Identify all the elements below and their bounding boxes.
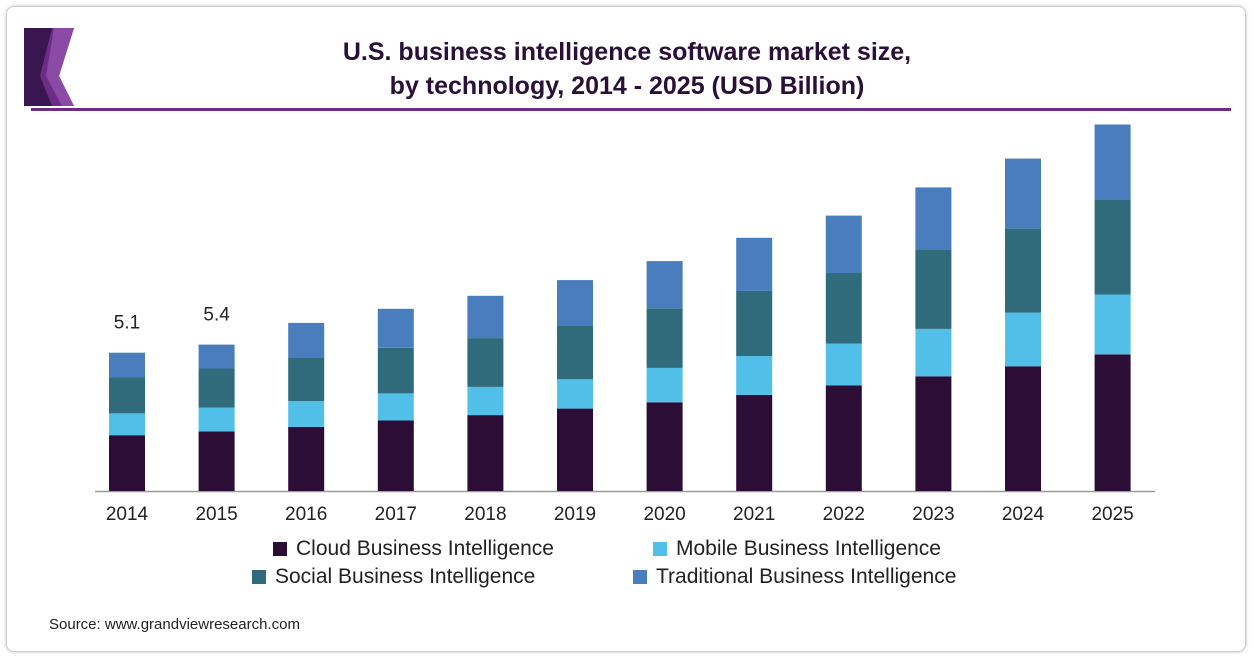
bar-2014-mobile-business-intelligence — [109, 413, 145, 436]
bar-2023-mobile-business-intelligence — [915, 328, 952, 377]
bar-2020-social-business-intelligence — [646, 308, 683, 368]
x-tick-label: 2016 — [285, 504, 327, 525]
bar-2023-social-business-intelligence — [915, 249, 952, 329]
x-tick-label: 2024 — [1002, 504, 1045, 525]
bar-2019-traditional-business-intelligence — [557, 280, 593, 326]
bar-2017-mobile-business-intelligence — [377, 393, 414, 421]
bar-2025-mobile-business-intelligence — [1094, 294, 1131, 355]
bar-2015-social-business-intelligence — [198, 368, 235, 408]
bar-2025-traditional-business-intelligence — [1094, 124, 1131, 200]
legend-label: Cloud Business Intelligence — [296, 537, 554, 560]
bar-2018-cloud-business-intelligence — [467, 415, 504, 491]
x-tick-label: 2017 — [375, 504, 417, 525]
bar-2015-cloud-business-intelligence — [198, 431, 235, 491]
bar-2017-cloud-business-intelligence — [377, 420, 414, 491]
bar-2021-cloud-business-intelligence — [736, 395, 773, 491]
x-tick-label: 2020 — [643, 504, 685, 525]
x-tick-label: 2023 — [912, 504, 954, 525]
data-label: 5.4 — [203, 305, 230, 326]
bar-2021-social-business-intelligence — [736, 290, 773, 356]
legend-label: Mobile Business Intelligence — [676, 537, 941, 560]
bar-2014-traditional-business-intelligence — [109, 352, 145, 378]
legend-swatch — [252, 570, 266, 584]
legend-swatch — [273, 542, 287, 556]
bar-2024-social-business-intelligence — [1005, 228, 1041, 313]
bar-2021-traditional-business-intelligence — [736, 237, 773, 291]
chart-title-line-1: U.S. business intelligence software mark… — [342, 38, 912, 66]
chart-title: U.S. business intelligence software mark… — [257, 35, 997, 103]
bar-2014-social-business-intelligence — [109, 377, 145, 414]
bar-2020-mobile-business-intelligence — [646, 367, 683, 403]
bar-2017-traditional-business-intelligence — [377, 308, 414, 348]
legend-swatch — [653, 542, 667, 556]
bar-2016-social-business-intelligence — [288, 357, 325, 401]
bar-2015-mobile-business-intelligence — [198, 407, 235, 432]
bar-2024-cloud-business-intelligence — [1005, 366, 1041, 491]
bar-2022-traditional-business-intelligence — [825, 215, 862, 274]
bar-2023-cloud-business-intelligence — [915, 376, 952, 491]
x-tick-label: 2025 — [1091, 504, 1133, 525]
bar-2016-mobile-business-intelligence — [288, 401, 325, 427]
bar-2019-social-business-intelligence — [557, 325, 593, 380]
bar-2023-traditional-business-intelligence — [915, 187, 952, 250]
bar-2025-social-business-intelligence — [1094, 199, 1131, 295]
x-tick-label: 2018 — [464, 504, 506, 525]
bar-2024-traditional-business-intelligence — [1005, 158, 1041, 229]
bar-2018-social-business-intelligence — [467, 338, 504, 387]
brand-logo — [24, 28, 74, 106]
legend-swatch — [633, 570, 647, 584]
bar-2016-traditional-business-intelligence — [288, 322, 325, 358]
bar-2022-mobile-business-intelligence — [825, 343, 862, 386]
legend-label: Traditional Business Intelligence — [656, 565, 956, 588]
chart-title-line-2: by technology, 2014 - 2025 (USD Billion) — [389, 72, 865, 100]
bar-2024-mobile-business-intelligence — [1005, 312, 1041, 367]
bar-2019-mobile-business-intelligence — [557, 379, 593, 409]
x-tick-label: 2015 — [195, 504, 237, 525]
source-note: Source: www.grandviewresearch.com — [49, 616, 300, 633]
bar-2020-cloud-business-intelligence — [646, 402, 683, 491]
bar-2018-mobile-business-intelligence — [467, 386, 504, 416]
title-underline — [31, 108, 1231, 111]
x-tick-label: 2022 — [823, 504, 865, 525]
bar-2020-traditional-business-intelligence — [646, 261, 683, 309]
data-label: 5.1 — [114, 313, 140, 334]
bar-2018-traditional-business-intelligence — [467, 295, 504, 339]
bar-2021-mobile-business-intelligence — [736, 356, 773, 395]
x-tick-label: 2021 — [733, 504, 775, 525]
bar-2015-traditional-business-intelligence — [198, 344, 235, 369]
x-tick-label: 2014 — [106, 504, 149, 525]
legend-label: Social Business Intelligence — [275, 565, 535, 588]
x-tick-label: 2019 — [554, 504, 596, 525]
bar-2019-cloud-business-intelligence — [557, 408, 593, 491]
bar-2025-cloud-business-intelligence — [1094, 354, 1131, 491]
bar-2014-cloud-business-intelligence — [109, 435, 145, 491]
bar-2016-cloud-business-intelligence — [288, 427, 325, 491]
bar-2022-social-business-intelligence — [825, 273, 862, 344]
bar-2017-social-business-intelligence — [377, 347, 414, 394]
bar-2022-cloud-business-intelligence — [825, 385, 862, 491]
